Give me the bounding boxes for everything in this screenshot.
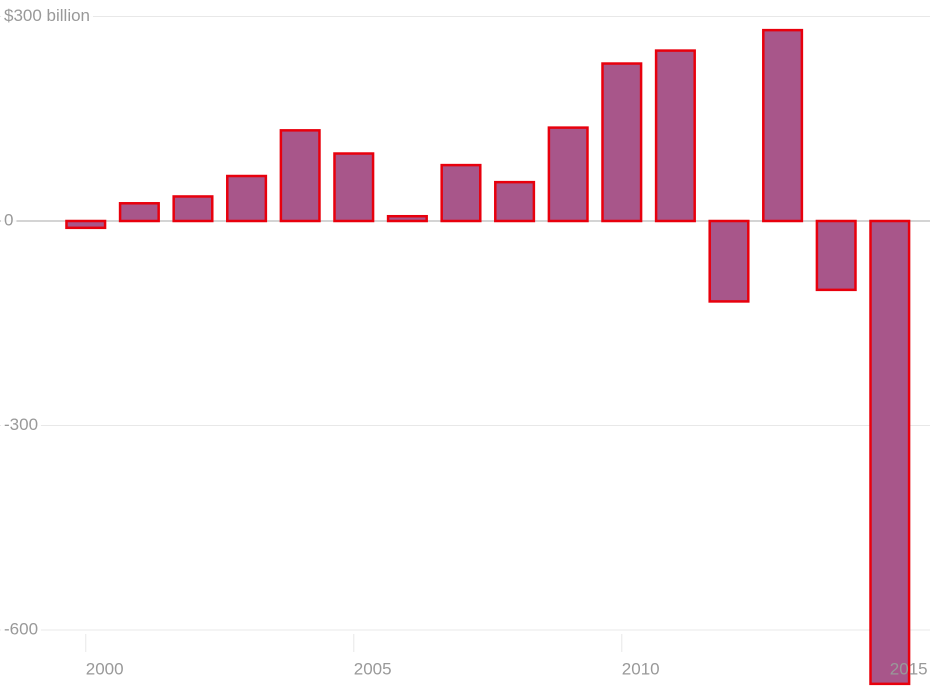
- bar: [762, 28, 804, 223]
- labels: $300 billion 0 -300 -600 2000 2005 2010 2015: [1, 5, 928, 678]
- bar: [65, 219, 107, 230]
- x-tick-label: 2000: [86, 659, 124, 678]
- bar: [708, 219, 750, 303]
- bar: [226, 174, 268, 223]
- label-background: [1, 414, 42, 434]
- bar: [547, 126, 589, 223]
- x-tick-label: 2010: [622, 659, 660, 678]
- bar: [494, 180, 536, 223]
- label-background: [1, 5, 94, 25]
- x-tick-label: 2015: [890, 659, 928, 678]
- label-background: [1, 210, 17, 230]
- bar: [815, 219, 857, 292]
- bar: [654, 49, 696, 223]
- bar: [172, 195, 214, 223]
- y-tick-label: $300 billion: [4, 6, 90, 25]
- x-tick-label: 2005: [354, 659, 392, 678]
- bars: [0, 16, 930, 686]
- bar: [386, 214, 428, 223]
- y-tick-label: -300: [4, 415, 38, 434]
- bar: [333, 152, 375, 223]
- bar: [279, 129, 321, 223]
- y-tick-label: 0: [4, 210, 13, 229]
- label-background: [1, 619, 42, 639]
- bar: [440, 163, 482, 223]
- bar: [869, 219, 911, 686]
- bar: [601, 62, 643, 223]
- bar: [118, 202, 160, 223]
- y-tick-label: -600: [4, 619, 38, 638]
